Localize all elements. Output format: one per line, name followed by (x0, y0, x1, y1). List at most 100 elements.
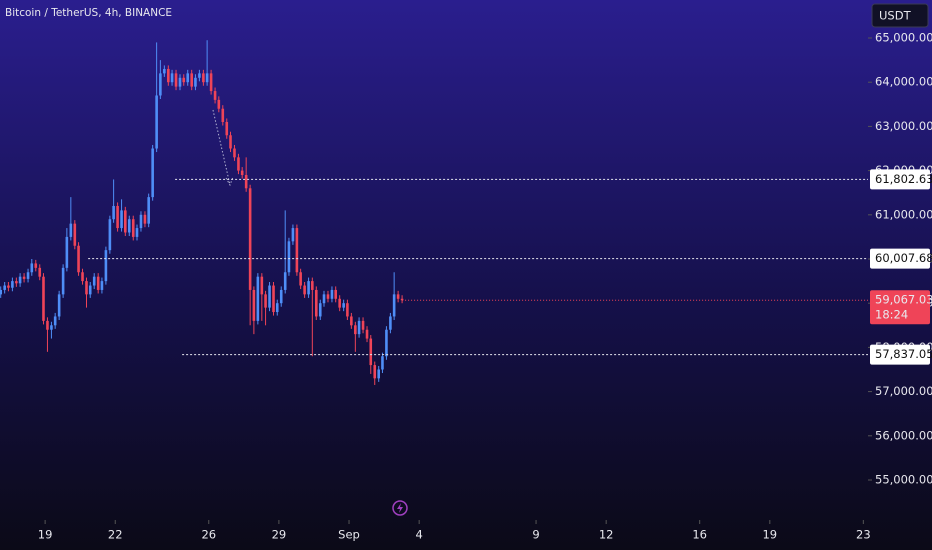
candle-body (3, 285, 6, 290)
candle-body (233, 148, 236, 158)
x-tick-label: 4 (415, 528, 422, 542)
candle-body (57, 294, 61, 317)
candle-body (307, 281, 310, 295)
candle-body (131, 219, 135, 237)
candle-body (81, 272, 84, 282)
candle-body (112, 205, 115, 220)
candle-body (18, 276, 22, 284)
candle-body (38, 267, 42, 277)
candle-body (377, 369, 381, 379)
candle-body (221, 108, 225, 122)
level-label-box (870, 248, 930, 269)
candle-body (26, 272, 30, 279)
candle-body (205, 73, 209, 83)
candle-body (260, 276, 264, 295)
candle-body (50, 325, 53, 330)
last-price-box (870, 290, 930, 325)
candle-body (85, 281, 88, 295)
candle-body (198, 73, 201, 78)
level-label-box (870, 169, 930, 190)
candle-body (65, 236, 69, 268)
event-bolt[interactable] (397, 503, 403, 513)
candle-body (34, 263, 38, 268)
candle-body (186, 73, 190, 83)
candle-body (22, 276, 26, 279)
x-tick-label: 23 (856, 528, 871, 542)
candle-body (303, 285, 306, 295)
candle-body (92, 276, 96, 286)
candle-body (225, 121, 229, 136)
chart-title: Bitcoin / TetherUS, 4h, BINANCE (5, 7, 172, 19)
x-tick-label: 19 (38, 528, 53, 542)
x-tick-label: 16 (692, 528, 707, 542)
candle-body (279, 289, 283, 304)
candle-body (159, 73, 162, 96)
candle-body (151, 148, 154, 198)
candle-body (322, 294, 326, 304)
candle-body (275, 303, 279, 313)
candle-body (30, 263, 34, 273)
candle-body (53, 316, 57, 326)
candle-body (139, 214, 143, 229)
candle-body (167, 68, 170, 83)
candle-body (182, 77, 186, 83)
level-label: 57,837.05 (875, 347, 932, 361)
candle-body (357, 320, 361, 335)
candle-body (42, 276, 45, 321)
candle-body (330, 289, 334, 299)
candle-body (96, 276, 100, 290)
candle-body (295, 228, 299, 273)
candle-body (326, 294, 330, 299)
candle-body (396, 294, 400, 299)
candle-body (178, 77, 182, 87)
candle-body (217, 99, 221, 109)
x-tick-label: 9 (532, 528, 539, 542)
candle-body (346, 303, 349, 317)
candle-body (244, 175, 248, 189)
candle-body (88, 285, 92, 295)
candle-body (229, 135, 232, 149)
y-tick-label: 56,000.00 (875, 428, 932, 442)
candle-body (240, 170, 244, 176)
candle-body (202, 73, 205, 83)
candle-body (318, 303, 322, 317)
level-label: 61,802.63 (875, 172, 932, 186)
candle-body (194, 77, 197, 87)
candle-body (248, 188, 252, 290)
candle-body (143, 214, 147, 224)
candle-body (61, 267, 65, 295)
candle-body (373, 365, 377, 379)
candle-body (283, 272, 287, 290)
x-tick-label: 26 (201, 528, 216, 542)
event-icon[interactable] (392, 500, 408, 516)
candle-body (314, 289, 318, 317)
event-circle[interactable] (392, 500, 408, 516)
candle-body (272, 285, 275, 313)
candle-body (7, 285, 10, 288)
candle-body (381, 356, 384, 370)
x-tick-label: Sep (338, 528, 360, 542)
candle-body (0, 289, 3, 295)
currency-label[interactable]: USDT (879, 9, 912, 23)
countdown-label: 18:24 (875, 308, 908, 322)
y-tick-label: 57,000.00 (875, 384, 932, 398)
candle-body (342, 303, 345, 308)
candle-body (237, 157, 240, 171)
candle-body (268, 285, 271, 308)
x-tick-label: 22 (108, 528, 123, 542)
level-label: 60,007.68 (875, 251, 932, 265)
candle-body (124, 210, 127, 233)
candle-body (163, 68, 166, 74)
candle-body (147, 197, 150, 224)
y-tick-label: 61,000.00 (875, 207, 932, 221)
candle-body (256, 276, 260, 321)
candle-body (389, 316, 392, 330)
candle-body (190, 73, 193, 87)
candle-body (15, 281, 18, 284)
candle-body (69, 223, 73, 237)
candle-body (369, 338, 373, 366)
currency-button[interactable] (871, 3, 929, 28)
candle-body (299, 272, 302, 286)
candle-body (127, 219, 131, 233)
